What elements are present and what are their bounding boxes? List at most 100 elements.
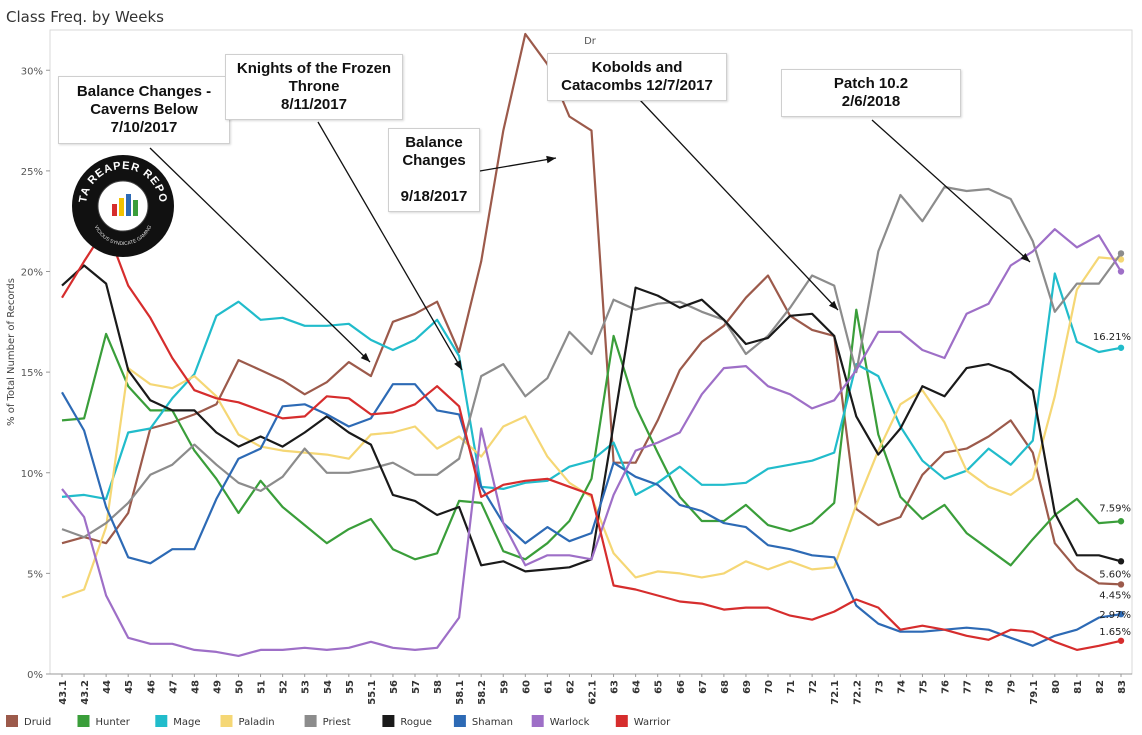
x-tick-label: 72 xyxy=(808,680,819,694)
x-tick-label: 56 xyxy=(389,680,400,694)
y-tick-label: 20% xyxy=(21,268,43,279)
series-line-warrior xyxy=(61,226,1122,652)
legend-swatch-hunter xyxy=(77,715,90,727)
series-end-point-druid xyxy=(1117,581,1125,588)
x-tick-label: 72.1 xyxy=(830,680,841,705)
legend-swatch-paladin xyxy=(220,715,233,727)
x-tick-label: 55.1 xyxy=(367,680,378,705)
series-end-point-warrior xyxy=(1117,637,1125,644)
legend-label-priest: Priest xyxy=(323,717,351,728)
annotation-line: Catacombs 12/7/2017 xyxy=(561,77,713,94)
x-tick-label: 76 xyxy=(941,680,952,694)
x-tick-label: 43.1 xyxy=(58,680,69,705)
x-tick-label: 58.2 xyxy=(477,680,488,705)
annotation-arrow xyxy=(317,121,463,371)
series-end-point-hunter xyxy=(1117,518,1125,525)
annotation-arrow xyxy=(149,147,371,363)
x-tick-label: 68 xyxy=(720,680,731,694)
x-tick-label: 51 xyxy=(257,680,268,694)
x-tick-label: 47 xyxy=(168,680,179,694)
data-reaper-logo: DATA REAPER REPORT VICIOUS SYNDICATE GAM… xyxy=(70,154,174,257)
annotation-balance-changes-sept: Balance Changes 9/18/2017 xyxy=(388,128,480,212)
series-line-warlock xyxy=(61,228,1122,658)
annotation-line xyxy=(389,170,479,188)
annotation-arrow xyxy=(639,99,839,311)
legend-swatch-mage xyxy=(155,715,168,727)
annotation-patch-10-2: Patch 10.2 2/6/2018 xyxy=(781,69,961,117)
legend-swatch-warlock xyxy=(531,715,544,727)
y-axis-title: % of Total Number of Records xyxy=(6,278,17,426)
x-tick-label: 82 xyxy=(1095,680,1106,694)
x-tick-label: 69 xyxy=(742,680,753,694)
x-tick-label: 45 xyxy=(124,680,135,694)
legend-label-rogue: Rogue xyxy=(400,717,431,728)
series-line-hunter xyxy=(61,308,1122,567)
chart-title: Class Freq. by Weeks xyxy=(6,8,164,26)
annotation-line: Changes xyxy=(402,152,466,169)
series-line-druid xyxy=(61,32,1122,586)
x-tick-label: 64 xyxy=(632,680,643,694)
annotation-arrowhead xyxy=(828,300,838,310)
x-tick-label: 79.1 xyxy=(1029,680,1040,705)
annotation-balance-caverns: Balance Changes - Caverns Below 7/10/2017 xyxy=(58,76,230,144)
series-end-point-mage xyxy=(1117,344,1125,351)
legend-label-mage: Mage xyxy=(173,717,200,728)
y-tick-label: 0% xyxy=(27,670,43,681)
annotation-line: 2/6/2018 xyxy=(841,93,901,110)
x-tick-label: 57 xyxy=(411,680,422,694)
annotation-arrow xyxy=(871,119,1031,263)
x-tick-label: 79 xyxy=(1007,680,1018,694)
x-tick-label: 54 xyxy=(323,680,334,694)
x-tick-label: 48 xyxy=(190,680,201,694)
series-line-paladin xyxy=(61,256,1122,599)
x-tick-label: 67 xyxy=(698,680,709,694)
annotation-frozen-throne: Knights of the Frozen Throne 8/11/2017 xyxy=(225,54,403,120)
x-tick-label: 65 xyxy=(654,680,665,694)
annotation-line: 8/11/2017 xyxy=(281,96,347,113)
y-tick-label: 25% xyxy=(21,167,43,178)
x-tick-label: 66 xyxy=(676,680,687,694)
x-tick-label: 43.2 xyxy=(80,680,91,705)
legend-label-paladin: Paladin xyxy=(239,717,275,728)
x-tick-label: 49 xyxy=(212,680,223,694)
legend-label-druid: Druid xyxy=(24,717,51,728)
end-label-druid: 4.45% xyxy=(1099,590,1131,601)
legend-swatch-priest xyxy=(304,715,317,727)
annotation-arrowhead xyxy=(1020,253,1030,262)
x-tick-label: 72.2 xyxy=(852,680,863,705)
x-tick-label: 44 xyxy=(102,680,113,694)
annotation-line: Patch 10.2 xyxy=(833,75,909,92)
annotation-line: 9/18/2017 xyxy=(400,188,468,205)
series-end-point-warlock xyxy=(1117,268,1125,275)
x-tick-label: 52 xyxy=(279,680,290,694)
x-tick-label: 78 xyxy=(985,680,996,694)
y-tick-label: 15% xyxy=(21,368,43,379)
series-line-mage xyxy=(61,272,1122,500)
series-line-rogue xyxy=(61,264,1122,573)
legend-swatch-warrior xyxy=(615,715,628,727)
x-tick-label: 77 xyxy=(963,680,974,694)
y-tick-label: 10% xyxy=(21,469,43,480)
x-tick-label: 55 xyxy=(345,680,356,694)
annotation-arrowhead xyxy=(454,360,462,370)
annotation-kobolds-catacombs: Kobolds and Catacombs 12/7/2017 xyxy=(547,53,727,101)
x-tick-label: 63 xyxy=(610,680,621,694)
annotation-line: Balance xyxy=(405,134,463,151)
series-end-point-rogue xyxy=(1117,558,1125,565)
end-label-mage: 16.21% xyxy=(1093,332,1131,343)
x-tick-label: 62 xyxy=(565,680,576,694)
annotation-line: 7/10/2017 xyxy=(110,119,178,136)
x-tick-label: 60 xyxy=(521,680,532,694)
series-line-shaman xyxy=(61,383,1122,647)
end-label-rogue: 5.60% xyxy=(1099,569,1131,580)
annotation-line: Knights of the Frozen xyxy=(236,60,392,77)
annotation-line: Balance Changes - xyxy=(76,83,212,100)
series-line-priest xyxy=(61,185,1122,539)
x-tick-label: 53 xyxy=(301,680,312,694)
x-tick-label: 80 xyxy=(1051,680,1062,694)
end-label-warrior: 1.65% xyxy=(1099,627,1131,638)
x-tick-label: 81 xyxy=(1073,680,1084,694)
annotation-arrowhead xyxy=(546,155,556,164)
annotation-line: Caverns Below xyxy=(90,101,198,118)
